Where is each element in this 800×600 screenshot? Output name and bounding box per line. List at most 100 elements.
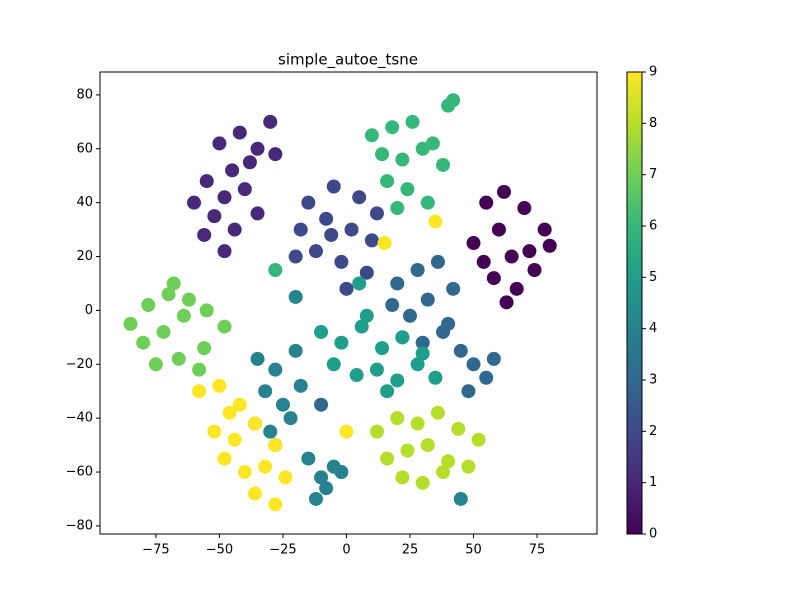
point — [385, 120, 400, 135]
colorbar-tick-label: 5 — [649, 270, 657, 285]
point — [268, 147, 283, 162]
point — [499, 295, 514, 310]
y-tick-label: −40 — [66, 411, 93, 426]
point — [436, 157, 451, 172]
point — [308, 244, 323, 259]
x-tick-label: 25 — [402, 543, 419, 558]
point — [451, 421, 466, 436]
point — [461, 459, 476, 474]
point — [461, 384, 476, 399]
point — [375, 341, 390, 356]
y-tick-label: −20 — [66, 357, 93, 372]
y-tick-label: 40 — [76, 195, 93, 210]
point — [446, 281, 461, 296]
colorbar — [627, 72, 642, 534]
x-tick-label: −50 — [206, 543, 233, 558]
point — [395, 330, 410, 345]
point — [301, 195, 316, 210]
point — [466, 357, 481, 372]
point — [156, 324, 171, 339]
colorbar-tick-label: 1 — [649, 475, 657, 490]
point — [275, 397, 290, 412]
point — [339, 281, 354, 296]
point — [402, 308, 417, 323]
point — [268, 263, 283, 277]
x-tick-label: −75 — [142, 543, 169, 558]
point — [415, 141, 430, 156]
colorbar-tick-label: 2 — [649, 424, 657, 439]
point — [517, 201, 532, 216]
point — [390, 411, 405, 426]
point — [141, 298, 156, 313]
point — [527, 263, 542, 277]
point — [400, 443, 415, 458]
point — [453, 343, 468, 358]
point — [504, 249, 519, 264]
point — [250, 206, 265, 221]
point — [166, 276, 181, 291]
point — [232, 397, 247, 412]
point — [263, 424, 278, 439]
point — [354, 319, 369, 334]
point — [250, 141, 265, 156]
point — [453, 491, 468, 506]
point — [420, 438, 435, 453]
point — [497, 184, 512, 199]
point — [197, 227, 212, 242]
point — [212, 136, 227, 151]
point — [314, 397, 329, 412]
colorbar-tick-label: 6 — [649, 219, 657, 234]
point — [334, 465, 349, 480]
point — [486, 271, 501, 286]
point — [476, 254, 491, 269]
point — [471, 432, 486, 447]
point — [288, 249, 303, 264]
colorbar-tick-label: 8 — [649, 116, 657, 131]
point — [227, 222, 242, 237]
point — [446, 93, 461, 108]
point — [369, 206, 384, 221]
point — [400, 182, 415, 197]
point — [428, 370, 443, 385]
point — [430, 405, 445, 420]
point — [479, 370, 494, 385]
point — [430, 254, 445, 269]
point — [369, 424, 384, 439]
y-tick-label: −80 — [66, 518, 93, 533]
point — [181, 292, 196, 307]
point — [283, 411, 298, 426]
point — [247, 416, 262, 431]
colorbar-frame — [626, 71, 643, 535]
point — [415, 335, 430, 350]
point — [176, 308, 191, 323]
x-tick-label: 0 — [342, 543, 350, 558]
point — [349, 368, 364, 383]
point — [225, 163, 240, 178]
point — [242, 155, 257, 170]
axes-frame — [99, 71, 598, 535]
point — [268, 362, 283, 377]
point — [369, 362, 384, 377]
point — [250, 351, 265, 366]
point — [380, 174, 395, 189]
point — [258, 384, 273, 399]
point — [258, 459, 273, 474]
point — [314, 470, 329, 485]
x-tick-label: 50 — [465, 543, 482, 558]
point — [187, 195, 202, 210]
point — [207, 209, 222, 224]
point — [314, 324, 329, 339]
point — [479, 195, 494, 210]
point — [324, 227, 339, 242]
x-tick-label: 75 — [529, 543, 546, 558]
point — [491, 222, 506, 237]
point — [334, 254, 349, 269]
colorbar-tick-label: 7 — [649, 167, 657, 182]
point — [352, 276, 367, 291]
point — [390, 373, 405, 388]
x-tick-label: −25 — [269, 543, 296, 558]
point — [375, 147, 390, 162]
point — [308, 491, 323, 506]
point — [247, 486, 262, 501]
